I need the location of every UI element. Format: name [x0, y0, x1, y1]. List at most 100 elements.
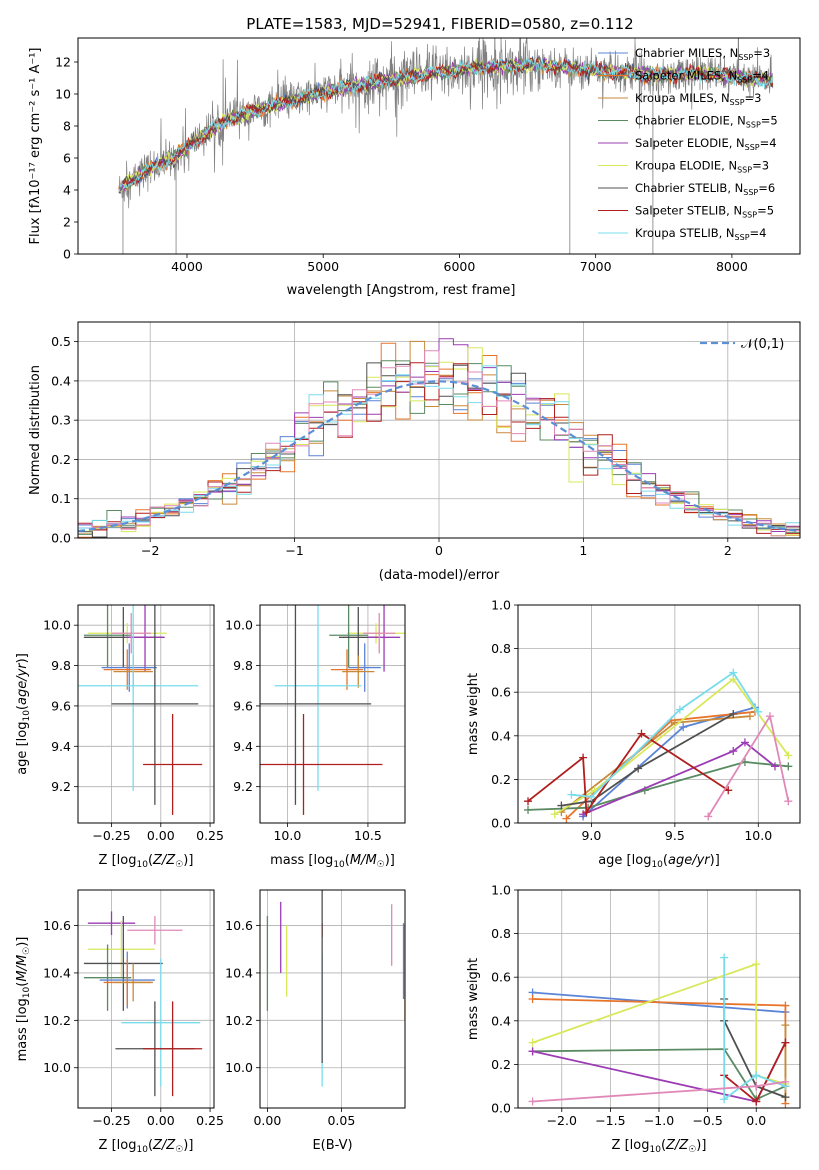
weight_vs_age-marker — [754, 707, 763, 716]
age_vs_Z-ytick-label: 9.8 — [51, 658, 71, 673]
weight_vs_Z-marker — [720, 1095, 729, 1104]
legend-entry: Kroupa ELODIE, NSSP=3 — [635, 159, 769, 175]
mass_vs_ebv-ytick-label: 10.2 — [225, 1013, 253, 1028]
weight_vs_age-axes: 9.0 9.5 10.0 0.0 0.2 0.4 0.6 0.8 1.0 — [491, 598, 800, 843]
weight_vs_age-marker — [784, 797, 793, 806]
age_vs_Z-axes: −0.25 0.00 0.25 9.2 9.4 9.6 9.8 10.0 — [43, 605, 224, 843]
spectrum-legend: Chabrier MILES, NSSP=3 Salpeter MILES, NS… — [598, 46, 778, 242]
weight_vs_age-marker — [524, 805, 533, 814]
weight_vs_Z-marker — [720, 953, 729, 962]
weight_vs_age-marker — [524, 797, 533, 806]
weight_vs_age-marker — [679, 723, 688, 732]
legend-entry: Chabrier ELODIE, NSSP=5 — [635, 114, 778, 130]
weight_vs_age-lines — [524, 668, 793, 823]
weight_vs_Z-lines — [528, 953, 790, 1108]
residuals-xtick-label: 2 — [724, 543, 732, 558]
legend-entry: 𝒩(0,1) — [741, 337, 784, 352]
weight_vs_Z-xtick-label: −0.5 — [692, 1113, 722, 1128]
weight_vs_Z-ylabel: mass weight — [466, 958, 481, 1040]
weight_vs_age-ytick-label: 0.8 — [491, 641, 511, 656]
residuals-axes: −2 −1 0 1 2 0.0 0.1 0.2 0.3 0.4 0.5 — [51, 322, 800, 558]
mass_vs_Z-ytick-label: 10.0 — [43, 1060, 71, 1075]
spectrum-lines — [118, 38, 774, 254]
weight_vs_age-line — [554, 677, 790, 816]
residuals-ytick-label: 0.3 — [51, 413, 71, 428]
residuals-frame — [77, 321, 801, 539]
mass_vs_Z-ytick-label: 10.6 — [43, 918, 71, 933]
age_vs_Z-xtick-label: 0.25 — [196, 828, 224, 843]
age_vs_Z-frame — [77, 604, 215, 824]
weight_vs_age-frame — [517, 604, 801, 824]
weight_vs_age-marker — [637, 729, 646, 738]
residuals-ytick-label: 0.5 — [51, 334, 71, 349]
weight_vs_Z-marker — [752, 1082, 761, 1091]
weight_vs_age-line — [582, 741, 776, 816]
age_vs_Z-ytick-label: 9.6 — [51, 698, 71, 713]
spectrum-model-line — [118, 55, 774, 192]
spectrum-xlabel: wavelength [Angstrom, rest frame] — [287, 283, 516, 298]
weight_vs_age-marker — [582, 808, 591, 817]
residuals-xtick-label: 0 — [435, 543, 443, 558]
residuals-hist — [78, 365, 800, 529]
mass_vs_ebv-ytick-label: 10.4 — [225, 965, 253, 980]
mass_vs_ebv-ytick-label: 10.6 — [225, 918, 253, 933]
spectrum-model-line — [118, 57, 774, 190]
weight_vs_age-marker — [729, 747, 738, 756]
residuals-ytick-label: 0.0 — [51, 531, 71, 546]
age_vs_mass-ytick-label: 9.8 — [233, 658, 253, 673]
weight_vs_age-marker — [550, 810, 559, 819]
residuals-xtick-label: −2 — [141, 543, 159, 558]
weight_vs_age-ytick-label: 0.2 — [491, 772, 511, 787]
mass_vs_Z-frame — [77, 889, 215, 1109]
mass_vs_ebv-frame — [259, 889, 406, 1109]
age_vs_Z-ytick-label: 9.2 — [51, 779, 71, 794]
weight_vs_Z-marker — [781, 1077, 790, 1086]
age_vs_mass-ytick-label: 9.2 — [233, 779, 253, 794]
legend-entry: Chabrier STELIB, NSSP=6 — [635, 181, 775, 197]
mass_vs_Z-ytick-label: 10.2 — [43, 1013, 71, 1028]
spectrum-ylabel: Flux [fλ10⁻¹⁷ erg cm⁻² s⁻¹ A⁻¹] — [28, 48, 43, 245]
weight_vs_age-marker — [729, 668, 738, 677]
age_vs_Z-xtick-label: −0.25 — [92, 828, 130, 843]
age-vs-Z-ylabel: age [log10(age/yr)] — [15, 653, 32, 775]
weight_vs_Z-marker — [528, 995, 537, 1003]
legend-entry: Kroupa MILES, NSSP=3 — [635, 91, 761, 107]
weight_vs_Z-marker — [781, 1001, 790, 1010]
mass_vs_ebv-xtick-label: 0.00 — [253, 1113, 281, 1128]
age_vs_Z-ytick-label: 10.0 — [43, 618, 71, 633]
spectrum-xtick-label: 8000 — [716, 259, 748, 274]
residuals-ytick-label: 0.2 — [51, 452, 71, 467]
mass_vs_ebv-ytick-label: 10.0 — [225, 1060, 253, 1075]
weight_vs_age-ytick-label: 0.0 — [491, 816, 511, 831]
weight_vs_age-ylabel: mass weight — [466, 673, 481, 755]
weight_vs_age-xtick-label: 9.0 — [581, 828, 601, 843]
age_vs_mass-xtick-label: 10.0 — [273, 828, 301, 843]
weight_vs_Z-ytick-label: 0.4 — [491, 1013, 511, 1028]
weight_vs_age-ytick-label: 1.0 — [491, 598, 511, 613]
weight_vs_Z-marker — [528, 1047, 537, 1056]
weight_vs_age-marker — [634, 764, 643, 773]
spectrum-ytick-label: 12 — [55, 55, 71, 70]
weight_vs_Z-marker — [781, 1038, 790, 1047]
age_vs_mass-xtick-label: 10.5 — [354, 828, 382, 843]
spectrum-ytick-label: 0 — [63, 247, 71, 262]
weight_vs_age-xtick-label: 9.5 — [665, 828, 685, 843]
legend-entry: Salpeter STELIB, NSSP=5 — [635, 204, 774, 220]
mass_vs_Z-points — [83, 911, 203, 1097]
mass-vs-Z-ylabel: mass [log10(M/M☉)] — [15, 937, 32, 1062]
weight_vs_Z-ytick-label: 0.2 — [491, 1057, 511, 1072]
residuals-ytick-label: 0.1 — [51, 491, 71, 506]
weight_vs_Z-marker — [781, 1093, 790, 1102]
weight_vs_age-marker — [784, 751, 793, 760]
mass_vs_Z-ytick-label: 10.4 — [43, 965, 71, 980]
weight_vs_Z-marker — [752, 1097, 761, 1106]
weight_vs_age-marker — [745, 712, 754, 721]
age_vs_Z-points — [78, 605, 203, 815]
figure-title: PLATE=1583, MJD=52941, FIBERID=0580, z=0… — [246, 15, 633, 33]
age-vs-mass-xlabel: mass [log10(M/M☉)] — [270, 853, 395, 870]
weight_vs_Z-xtick-label: −1.5 — [595, 1113, 625, 1128]
spectrum-axes: 4000 5000 6000 7000 8000 0 2 4 6 8 10 12 — [55, 55, 748, 275]
weight_vs_age-marker — [562, 814, 571, 823]
spectrum-ytick-label: 2 — [63, 215, 71, 230]
residuals-ytick-label: 0.4 — [51, 373, 71, 388]
